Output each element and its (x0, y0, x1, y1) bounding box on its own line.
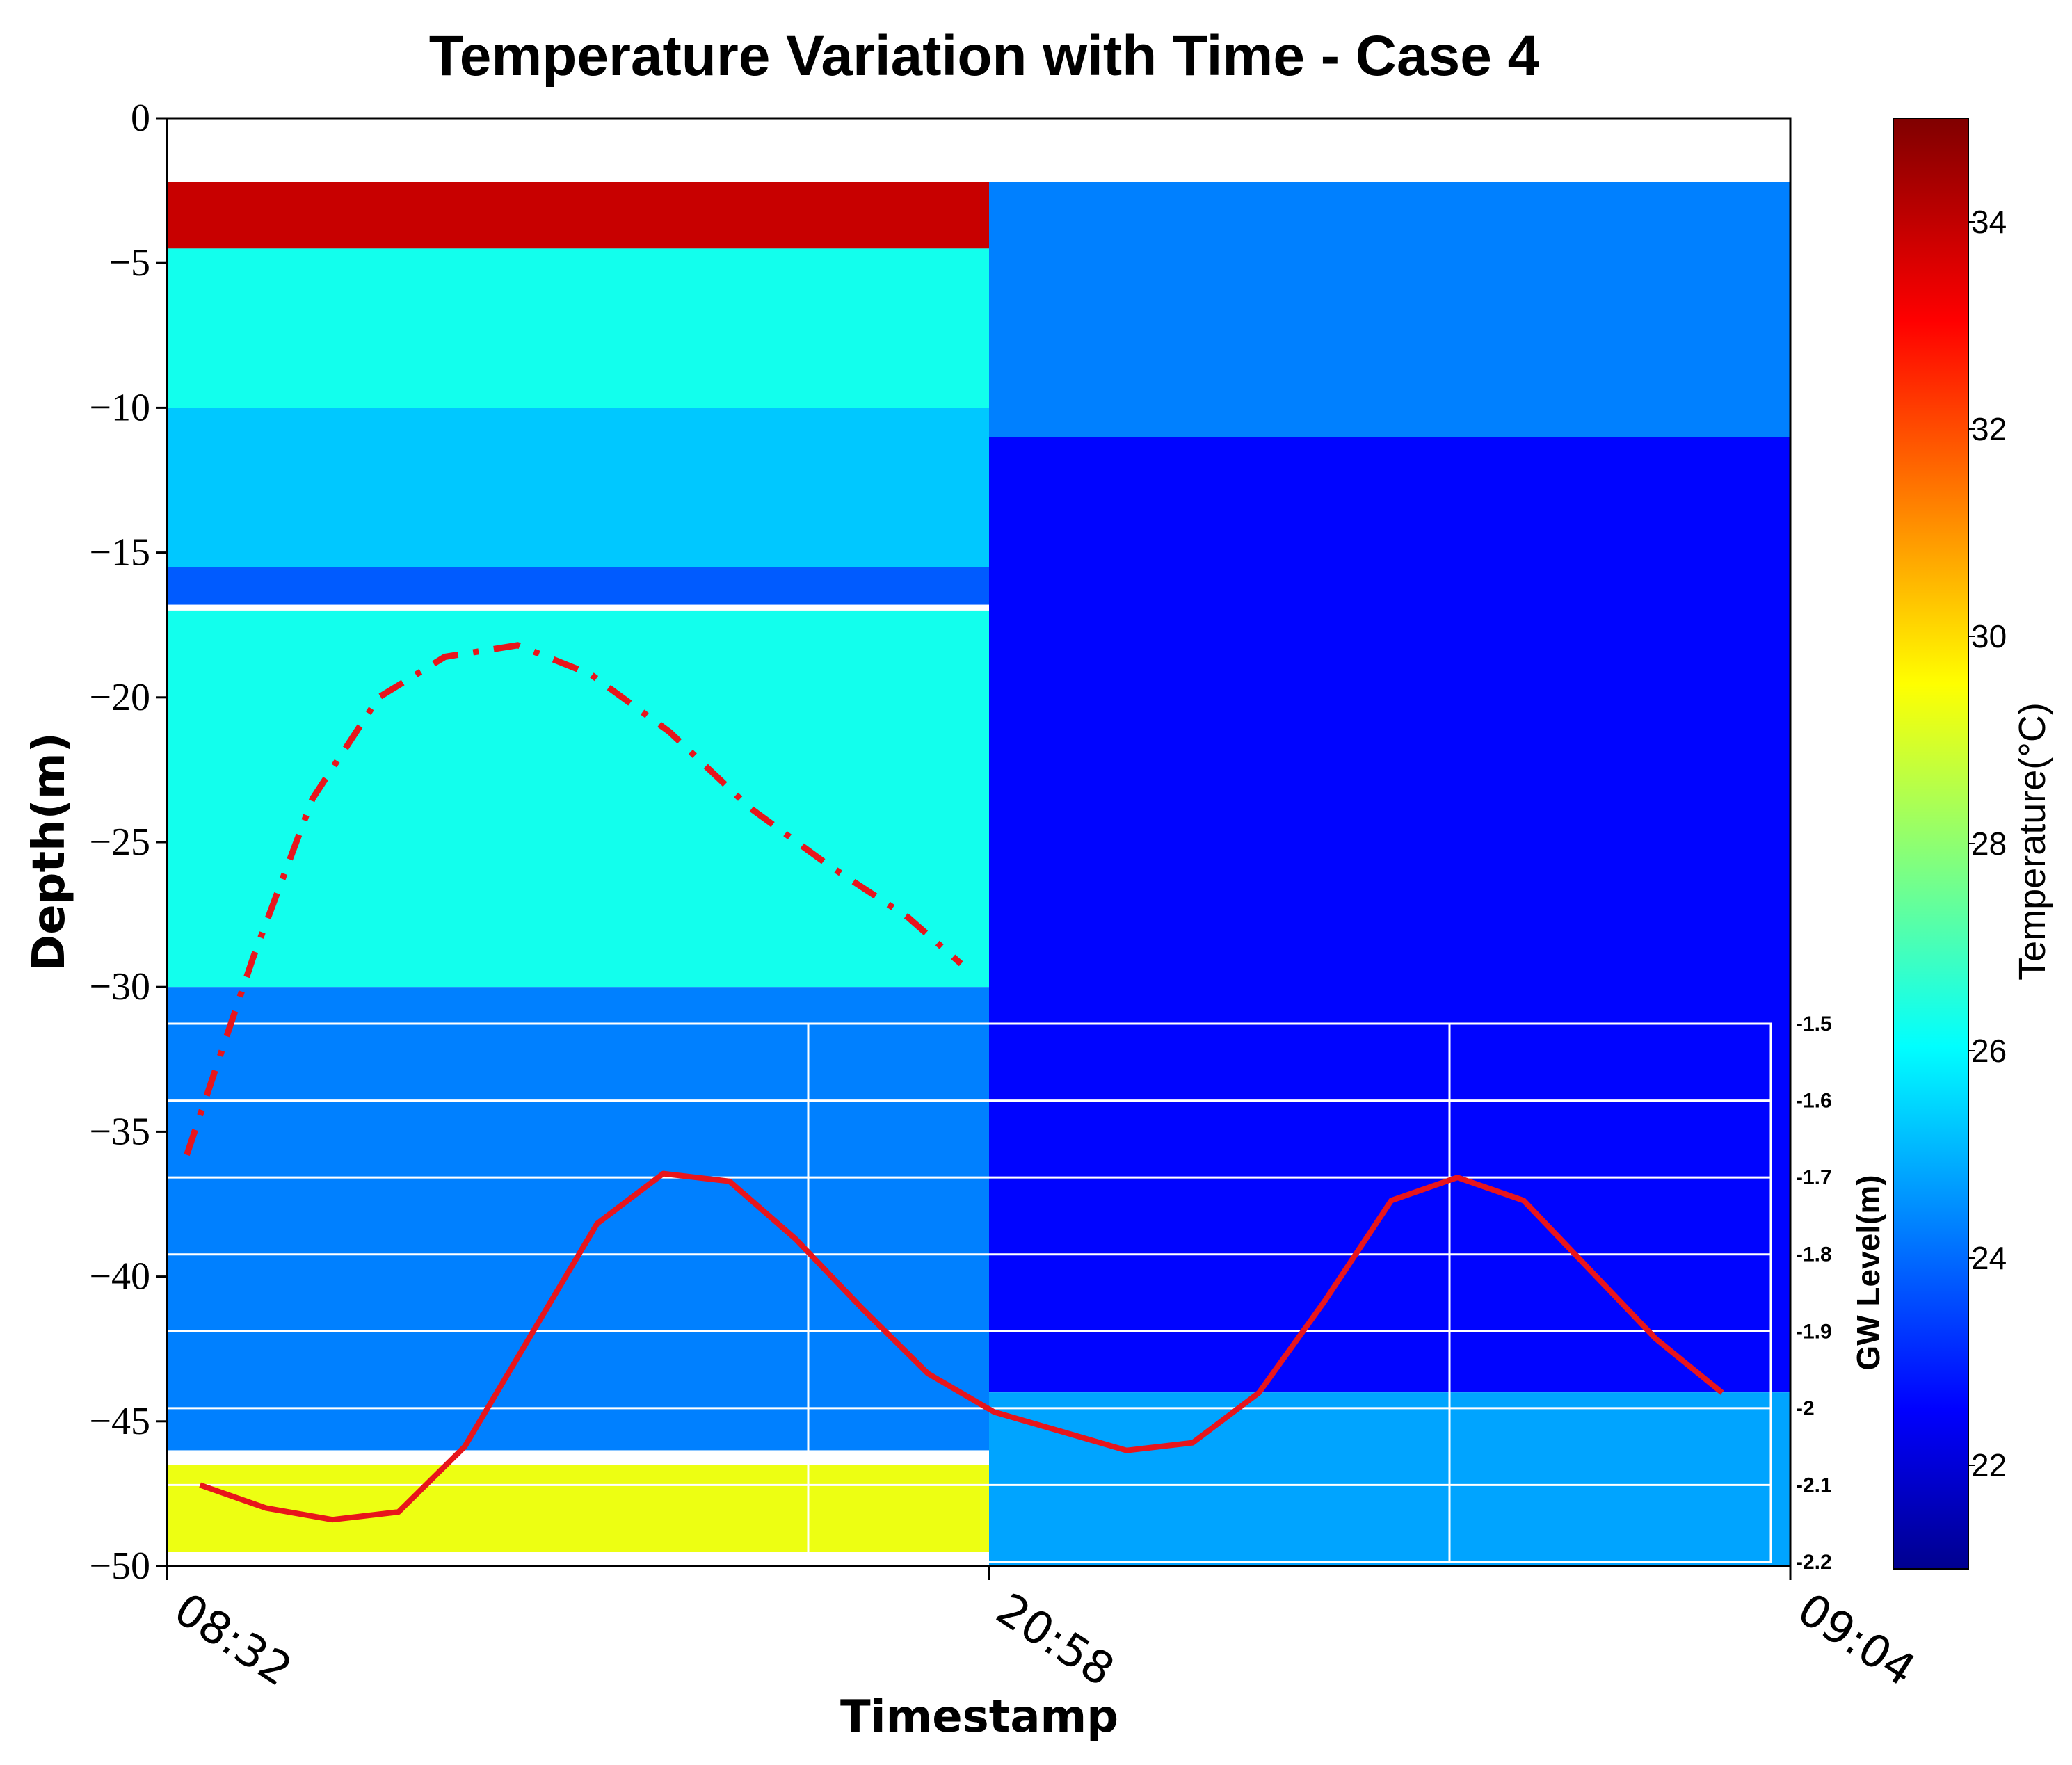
time-axis: 08:32 20:58 09:04 (165, 1566, 1924, 1697)
colorbar: 22 24 26 28 30 32 34 (1893, 118, 2007, 1570)
colorbar-tick-label: 26 (1971, 1033, 2007, 1069)
depth-tick-label: −45 (89, 1400, 150, 1443)
gw-axis-label: GW Level(m) (1850, 1175, 1886, 1370)
depth-tick-label: −10 (89, 386, 150, 429)
heatmap-cell (989, 437, 1790, 1393)
colorbar-tick-label: 32 (1971, 411, 2007, 447)
depth-dashdot-line (184, 642, 963, 1156)
heatmap-cell (167, 182, 989, 249)
heatmap-cell (989, 182, 1790, 437)
colorbar-tick-label: 30 (1971, 618, 2007, 654)
gw-grid (166, 1022, 1772, 1563)
gw-tick-label: -1.5 (1796, 1013, 1832, 1035)
depth-axis: 0 −5 −10 −15 −20 −25 −30 −35 −40 −45 −50 (89, 97, 167, 1588)
heatmap-cell (989, 1392, 1790, 1566)
time-tick-label: 20:58 (987, 1583, 1123, 1697)
gw-tick-label: -1.9 (1796, 1320, 1832, 1343)
y-axis-label: Depth(m) (24, 732, 75, 972)
time-tick-label: 08:32 (165, 1583, 300, 1697)
heatmap-cell (167, 987, 989, 1451)
gw-tick-label: -1.6 (1796, 1090, 1832, 1113)
chart-title: Temperature Variation with Time - Case 4 (429, 24, 1540, 88)
colorbar-tick-label: 28 (1971, 825, 2007, 862)
gw-tick-label: -2.2 (1796, 1551, 1832, 1574)
colorbar-label: Temperature(°C) (2011, 702, 2053, 981)
gw-tick-label: -1.8 (1796, 1243, 1832, 1266)
heatmap-cell (167, 567, 989, 605)
heatmap-cell (167, 1465, 989, 1552)
colorbar-tick-label: 24 (1971, 1240, 2007, 1276)
depth-tick-label: −35 (89, 1110, 150, 1153)
heatmap (167, 182, 1790, 1566)
gw-tick-label: -2.1 (1796, 1474, 1832, 1497)
gw-tick-label: -2 (1796, 1397, 1815, 1420)
depth-tick-label: −30 (89, 965, 150, 1008)
depth-tick-label: −15 (89, 531, 150, 574)
depth-tick-label: −25 (89, 821, 150, 864)
series-lines (184, 642, 1724, 1523)
gw-axis: -1.5 -1.6 -1.7 -1.8 -1.9 -2 -2.1 -2.2 (1796, 1013, 1832, 1574)
depth-tick-label: −50 (89, 1545, 150, 1588)
depth-tick-label: 0 (131, 97, 150, 140)
colorbar-tick-label: 34 (1971, 204, 2007, 240)
x-axis-label: Timestamp (840, 1691, 1118, 1743)
colorbar-gradient (1893, 118, 1969, 1570)
depth-tick-label: −40 (89, 1255, 150, 1298)
heatmap-cell (167, 248, 989, 408)
time-tick-label: 09:04 (1788, 1583, 1924, 1697)
gw-level-line (199, 1170, 1724, 1523)
depth-tick-label: −20 (89, 676, 150, 719)
heatmap-cell (167, 610, 989, 988)
heatmap-cell (167, 408, 989, 567)
gw-tick-label: -1.7 (1796, 1166, 1832, 1189)
colorbar-tick-label: 22 (1971, 1447, 2007, 1483)
depth-tick-label: −5 (109, 241, 150, 284)
